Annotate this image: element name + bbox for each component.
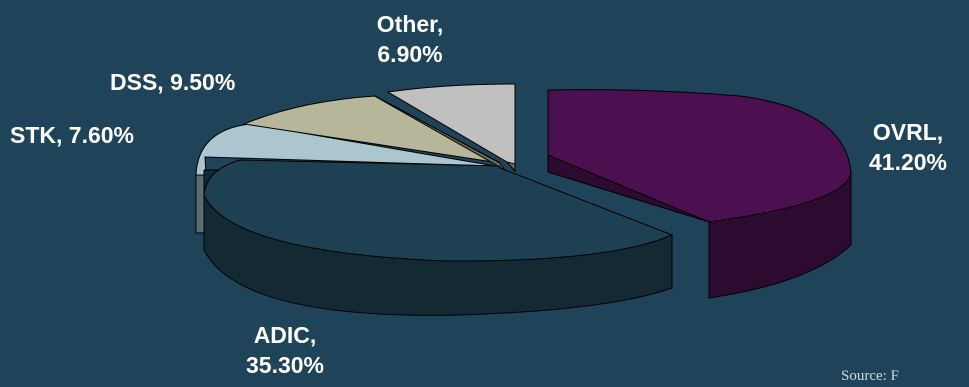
pie-side-ovrl	[547, 154, 852, 299]
pie-slice-dss	[242, 95, 501, 164]
label-stk: STK, 7.60%	[10, 122, 134, 148]
pie-side-other	[505, 161, 516, 173]
pie-slice-other	[386, 83, 516, 173]
pie-slice-ovrl	[547, 89, 852, 223]
label-dss: DSS, 9.50%	[110, 69, 236, 95]
source-note: Source: F	[841, 368, 899, 384]
pie-slice-stk	[195, 123, 496, 176]
label-other: Other, 6.90%	[376, 11, 444, 67]
pie-slice-adic	[203, 159, 674, 262]
label-ovrl: OVRL, 41.20%	[868, 119, 947, 175]
label-adic: ADIC, 35.30%	[245, 322, 324, 378]
